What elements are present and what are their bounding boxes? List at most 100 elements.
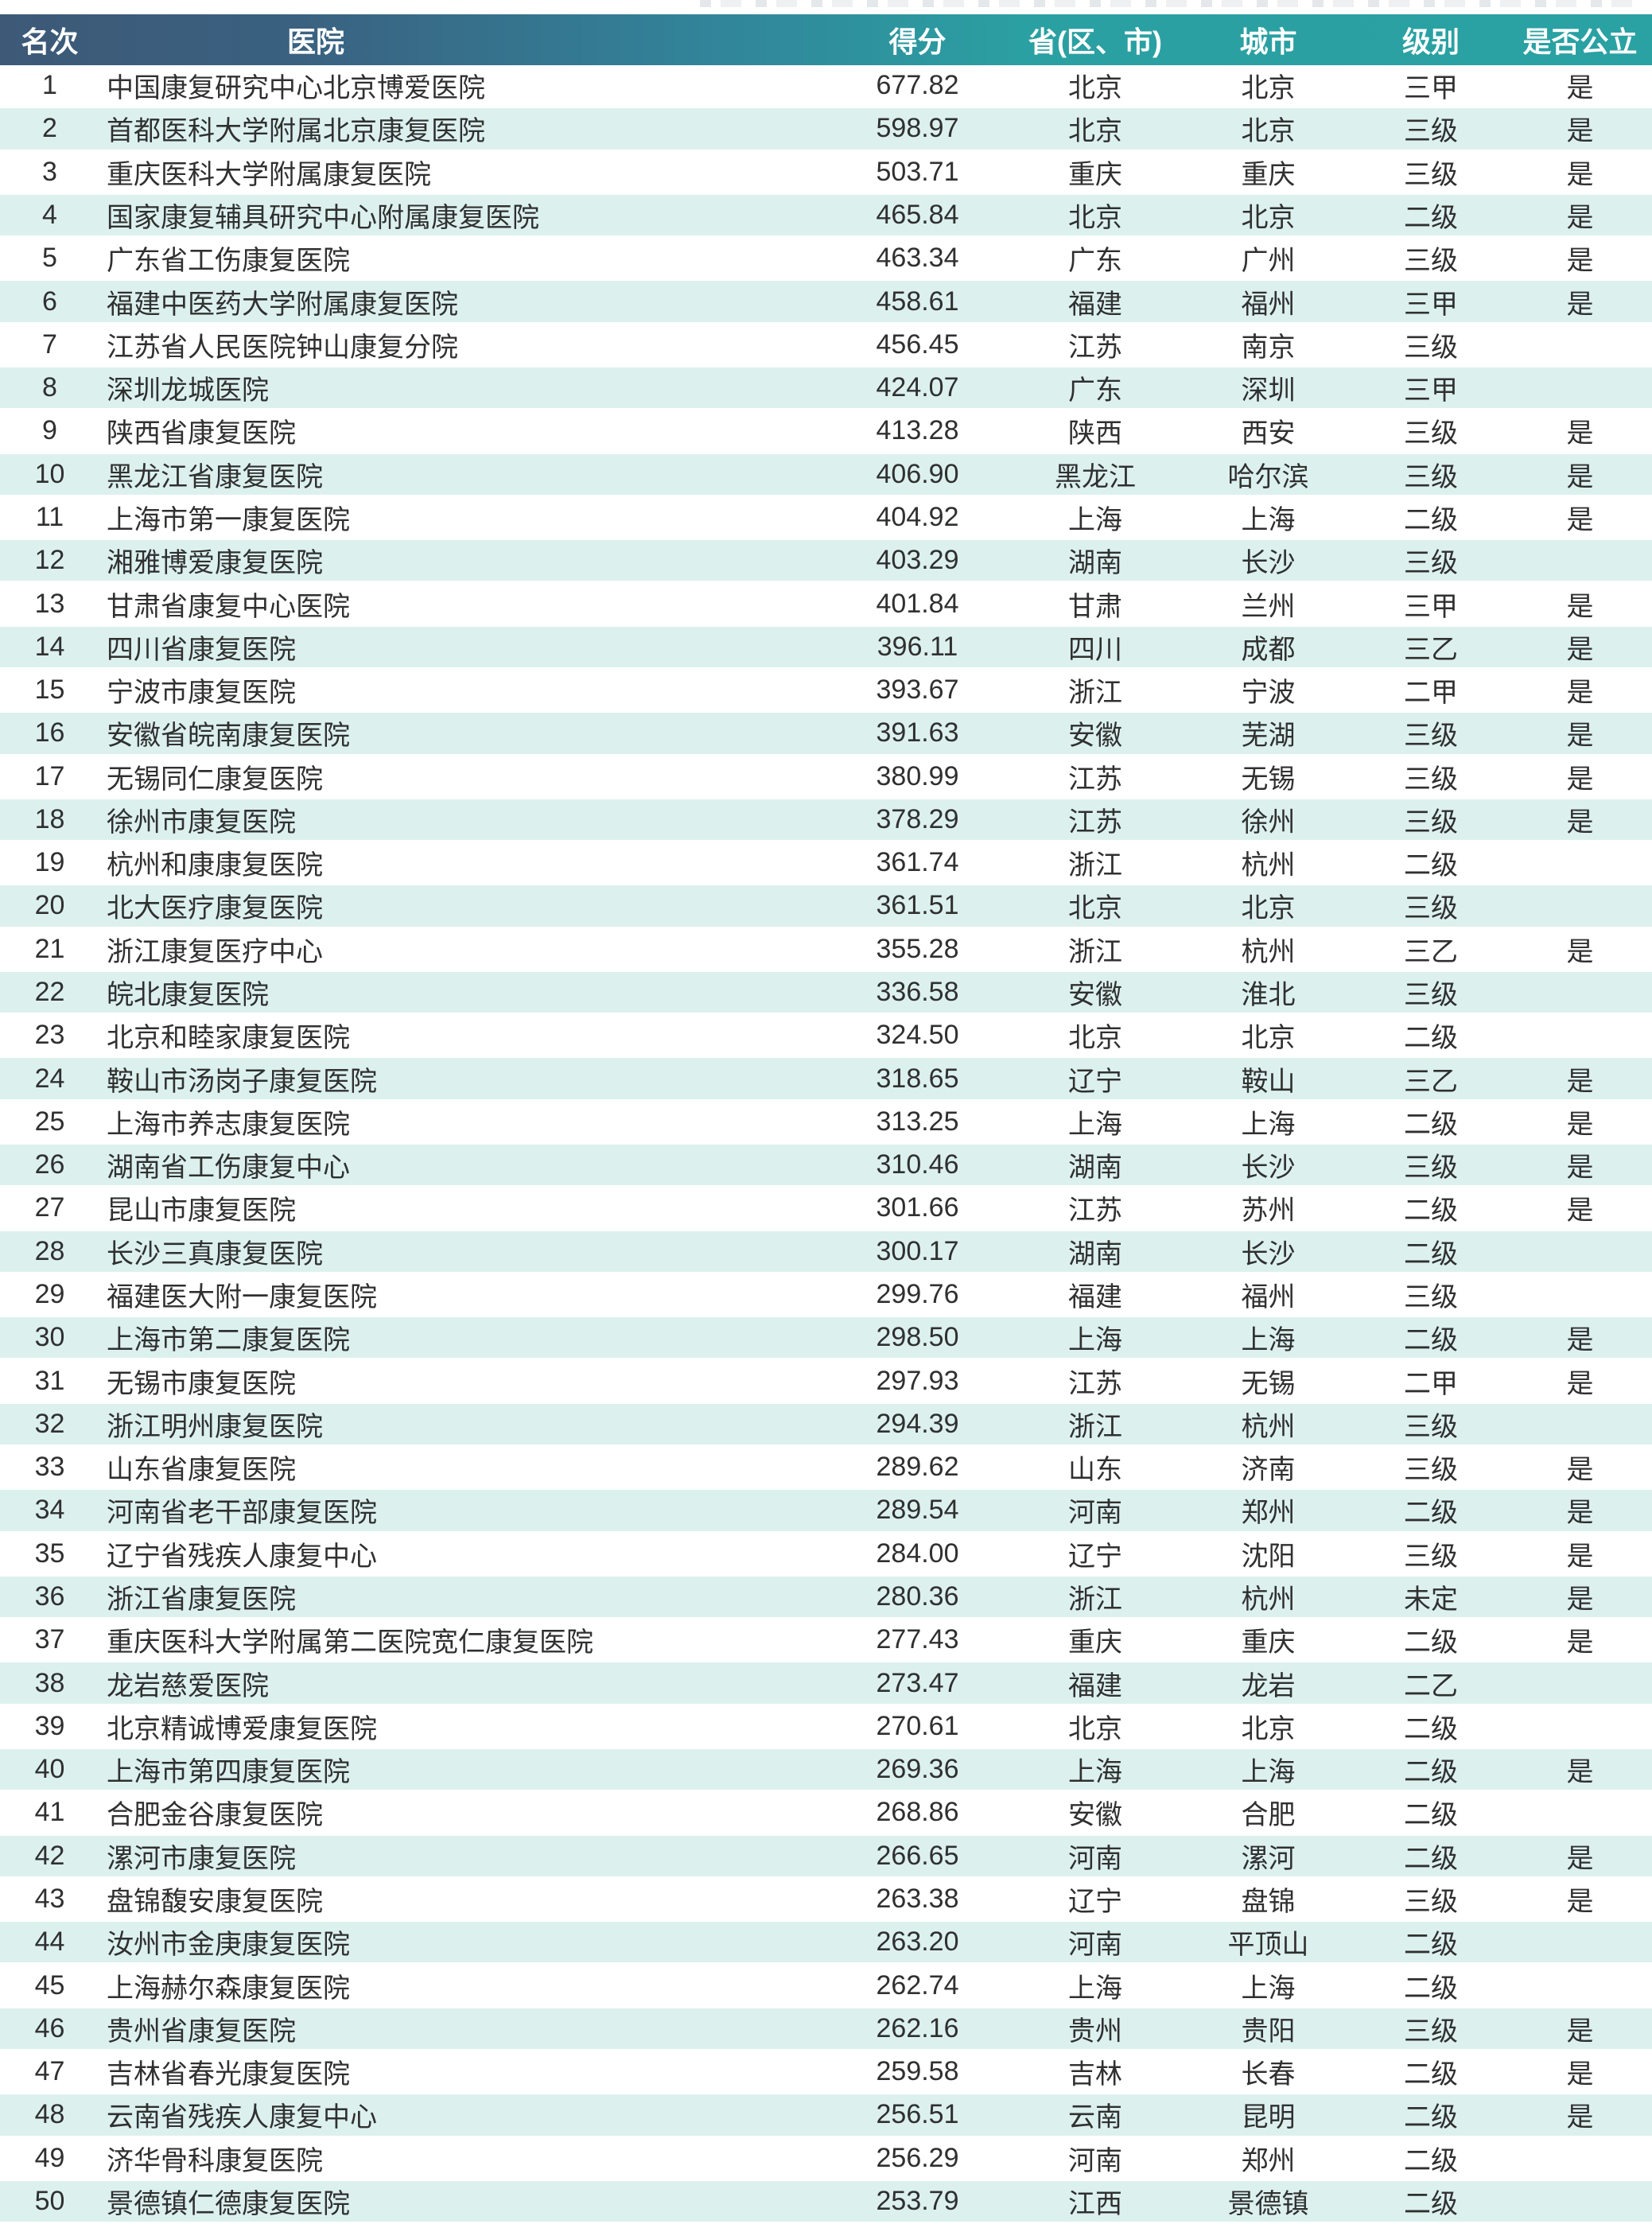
cell-public: 是 xyxy=(1566,1455,1594,1486)
cell-hospital: 浙江省康复医院 xyxy=(107,1584,296,1615)
cell-level: 三级 xyxy=(1404,1886,1458,1917)
cell-hospital: 皖北康复医院 xyxy=(107,980,269,1011)
cell-score: 677.82 xyxy=(876,70,959,101)
cell-rank: 7 xyxy=(42,329,57,360)
cell-hospital: 上海市第四康复医院 xyxy=(107,1757,350,1788)
cell-hospital: 贵州省康复医院 xyxy=(107,2016,296,2047)
cell-level: 三级 xyxy=(1404,1153,1458,1184)
cell-city: 长沙 xyxy=(1241,548,1296,579)
table-row: 5 广东省工伤康复医院 463.34 广东 广州 三级 是 xyxy=(0,238,1652,279)
cell-rank: 16 xyxy=(34,717,65,748)
cell-city: 南京 xyxy=(1241,332,1296,363)
cell-public: 是 xyxy=(1566,116,1594,147)
cell-score: 262.74 xyxy=(876,1969,959,2000)
table-row: 10 黑龙江省康复医院 406.90 黑龙江 哈尔滨 三级 是 xyxy=(0,451,1652,497)
cell-city: 杭州 xyxy=(1241,1584,1296,1615)
cell-hospital: 济华骨科康复医院 xyxy=(107,2145,323,2176)
cell-province: 北京 xyxy=(1068,893,1122,924)
cell-hospital: 首都医科大学附属北京康复医院 xyxy=(107,116,485,147)
cell-province: 安徽 xyxy=(1068,721,1122,752)
cell-level: 三级 xyxy=(1404,893,1458,924)
cell-province: 福建 xyxy=(1068,1282,1122,1313)
cell-rank: 20 xyxy=(34,890,65,921)
table-row: 22 皖北康复医院 336.58 安徽 淮北 三级 xyxy=(0,969,1652,1016)
cell-city: 贵阳 xyxy=(1241,2016,1296,2047)
table-row: 31 无锡市康复医院 297.93 江苏 无锡 二甲 是 xyxy=(0,1360,1652,1402)
cell-province: 浙江 xyxy=(1068,678,1122,709)
cell-rank: 30 xyxy=(34,1322,65,1353)
cell-score: 284.00 xyxy=(876,1538,959,1569)
table-row: 12 湘雅博爱康复医院 403.29 湖南 长沙 三级 xyxy=(0,538,1652,584)
cell-hospital: 吉林省春光康复医院 xyxy=(107,2059,350,2090)
cell-public: 是 xyxy=(1566,1843,1594,1874)
cell-rank: 41 xyxy=(34,1797,65,1828)
table-row: 13 甘肃省康复中心医院 401.84 甘肃 兰州 三甲 是 xyxy=(0,583,1652,624)
cell-score: 458.61 xyxy=(876,286,959,317)
cell-province: 河南 xyxy=(1068,1930,1122,1961)
cell-score: 361.51 xyxy=(876,890,959,921)
table-row: 11 上海市第一康复医院 404.92 上海 上海 二级 是 xyxy=(0,496,1652,539)
cell-level: 二级 xyxy=(1404,2059,1458,2090)
cell-rank: 17 xyxy=(34,760,65,791)
cell-city: 长沙 xyxy=(1241,1153,1296,1184)
cell-score: 336.58 xyxy=(876,977,959,1008)
cell-province: 辽宁 xyxy=(1068,1541,1122,1572)
cell-province: 贵州 xyxy=(1068,2016,1122,2047)
cell-score: 301.66 xyxy=(876,1192,959,1223)
cell-hospital: 上海市第二康复医院 xyxy=(107,1325,350,1356)
cell-hospital: 广东省工伤康复医院 xyxy=(107,246,350,277)
cell-score: 413.28 xyxy=(876,415,959,446)
cell-rank: 23 xyxy=(34,1020,65,1051)
table-row: 19 杭州和康康复医院 361.74 浙江 杭州 二级 xyxy=(0,842,1652,884)
cell-score: 403.29 xyxy=(876,545,959,576)
cell-province: 云南 xyxy=(1068,2102,1122,2133)
cell-public: 是 xyxy=(1566,764,1594,795)
cell-city: 北京 xyxy=(1241,893,1296,924)
cell-hospital: 中国康复研究中心北京博爱医院 xyxy=(107,73,485,104)
ranking-table-body: 1 中国康复研究中心北京博爱医院 677.82 北京 北京 三甲 是 2 首都医… xyxy=(0,65,1652,2224)
cell-hospital: 无锡同仁康复医院 xyxy=(107,764,323,795)
cell-level: 二级 xyxy=(1404,2102,1458,2133)
cell-province: 湖南 xyxy=(1068,1153,1122,1184)
cell-level: 三级 xyxy=(1404,116,1458,147)
cell-rank: 39 xyxy=(34,1710,65,1741)
cell-city: 漯河 xyxy=(1241,1843,1296,1874)
cell-hospital: 山东省康复医院 xyxy=(107,1455,296,1486)
cell-city: 盘锦 xyxy=(1241,1886,1296,1917)
cell-province: 北京 xyxy=(1068,1023,1122,1054)
cell-level: 三甲 xyxy=(1404,591,1458,622)
cell-city: 鞍山 xyxy=(1241,1066,1296,1097)
cell-city: 哈尔滨 xyxy=(1227,461,1309,492)
cell-public: 是 xyxy=(1566,1368,1594,1399)
cell-score: 263.38 xyxy=(876,1883,959,1914)
cell-province: 辽宁 xyxy=(1068,1886,1122,1917)
cell-city: 杭州 xyxy=(1241,1411,1296,1442)
cell-level: 三级 xyxy=(1404,764,1458,795)
cell-city: 北京 xyxy=(1241,1023,1296,1054)
cell-score: 313.25 xyxy=(876,1106,959,1137)
cell-level: 二级 xyxy=(1404,1627,1458,1658)
table-row: 44 汝州市金庚康复医院 263.20 河南 平顶山 二级 xyxy=(0,1919,1652,1965)
cell-public: 是 xyxy=(1566,1325,1594,1356)
cell-province: 河南 xyxy=(1068,2145,1122,2176)
cell-public: 是 xyxy=(1566,1886,1594,1917)
header-cell-public: 是否公立 xyxy=(1522,25,1638,58)
cell-province: 江苏 xyxy=(1068,764,1122,795)
cell-province: 浙江 xyxy=(1068,850,1122,881)
table-row: 14 四川省康复医院 396.11 四川 成都 三乙 是 xyxy=(0,624,1652,670)
table-row: 16 安徽省皖南康复医院 391.63 安徽 芜湖 三级 是 xyxy=(0,710,1652,756)
cell-rank: 19 xyxy=(34,847,65,878)
cell-hospital: 湘雅博爱康复医院 xyxy=(107,548,323,579)
cell-level: 二甲 xyxy=(1404,1368,1458,1399)
cell-score: 465.84 xyxy=(876,199,959,230)
cell-province: 北京 xyxy=(1068,116,1122,147)
table-row: 15 宁波市康复医院 393.67 浙江 宁波 二甲 是 xyxy=(0,669,1652,711)
cell-city: 杭州 xyxy=(1241,850,1296,881)
header-cell-province: 省(区、市) xyxy=(1028,25,1162,58)
cell-score: 424.07 xyxy=(876,372,959,403)
cell-score: 269.36 xyxy=(876,1754,959,1785)
cell-hospital: 无锡市康复医院 xyxy=(107,1368,296,1399)
cell-rank: 25 xyxy=(34,1106,65,1137)
header-cell-hospital: 医院 xyxy=(287,25,345,58)
cell-level: 三级 xyxy=(1404,1541,1458,1572)
